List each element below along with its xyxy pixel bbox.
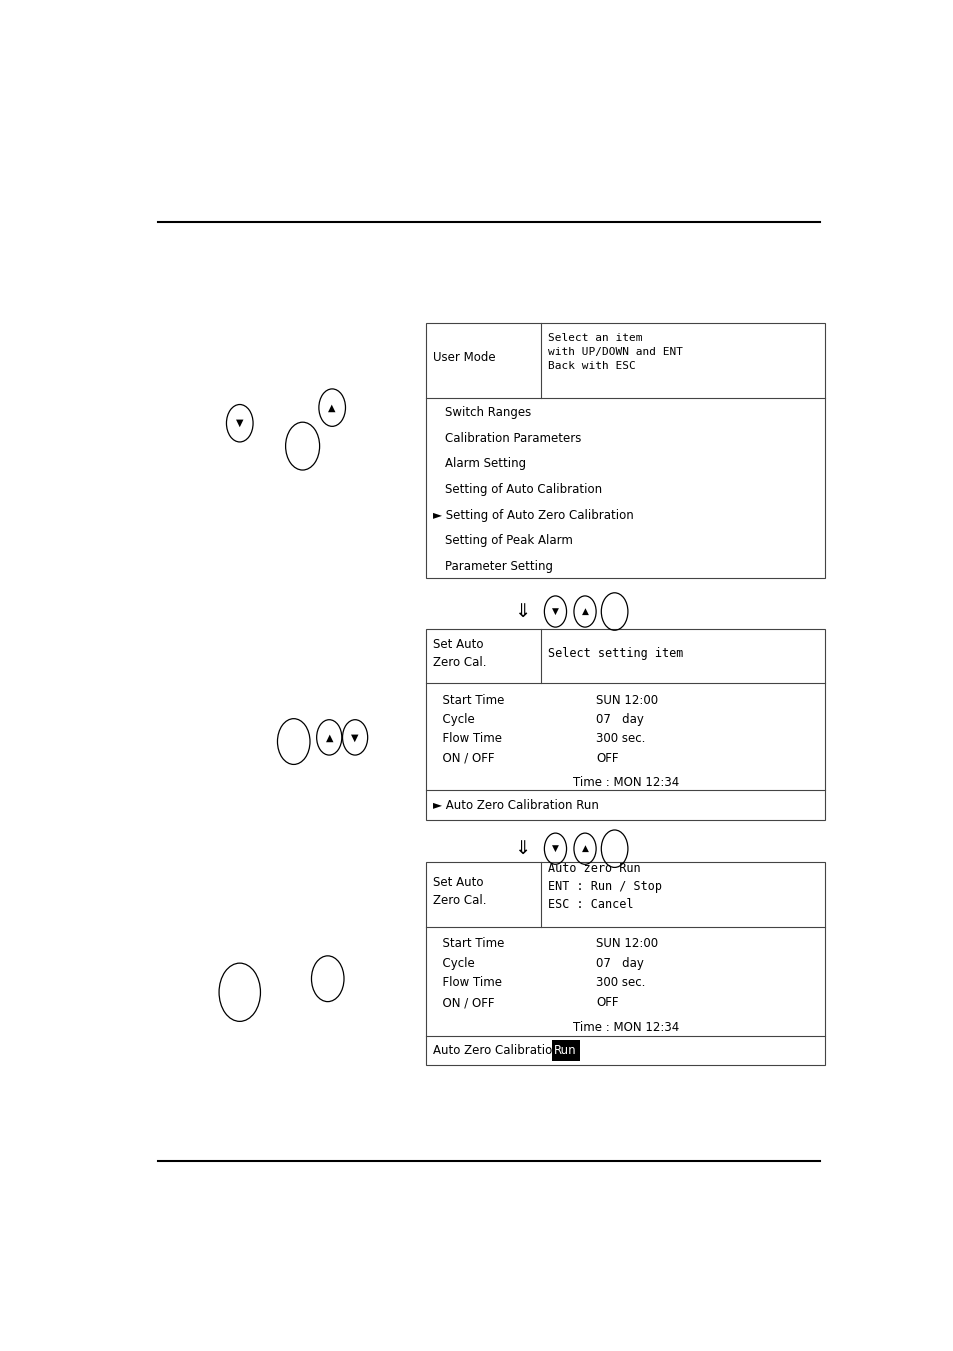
Text: Switch Ranges: Switch Ranges [444, 405, 530, 419]
Text: ON / OFF: ON / OFF [435, 751, 494, 765]
Text: Flow Time: Flow Time [435, 977, 501, 989]
Text: Setting of Auto Calibration: Setting of Auto Calibration [444, 484, 601, 496]
Text: ▲: ▲ [581, 607, 588, 616]
Text: 300 sec.: 300 sec. [596, 732, 645, 746]
Text: User Mode: User Mode [433, 350, 496, 363]
Text: ▼: ▼ [351, 732, 358, 743]
Text: ▼: ▼ [552, 844, 558, 854]
Text: ▼: ▼ [235, 419, 243, 428]
Text: Start Time: Start Time [435, 938, 504, 950]
Text: Time : MON 12:34: Time : MON 12:34 [572, 775, 679, 789]
Text: Cycle: Cycle [435, 713, 475, 725]
Text: 07   day: 07 day [596, 713, 643, 725]
Text: Set Auto
Zero Cal.: Set Auto Zero Cal. [433, 875, 486, 907]
Text: Cycle: Cycle [435, 957, 475, 970]
Text: OFF: OFF [596, 751, 618, 765]
Text: Time : MON 12:34: Time : MON 12:34 [572, 1021, 679, 1034]
Text: Flow Time: Flow Time [435, 732, 501, 746]
Text: 07   day: 07 day [596, 957, 643, 970]
Text: ► Auto Zero Calibration Run: ► Auto Zero Calibration Run [433, 798, 598, 812]
Text: ⇓: ⇓ [514, 603, 530, 621]
Text: Calibration Parameters: Calibration Parameters [444, 431, 580, 444]
Text: Select an item
with UP/DOWN and ENT
Back with ESC: Select an item with UP/DOWN and ENT Back… [547, 332, 682, 370]
Text: SUN 12:00: SUN 12:00 [596, 693, 658, 707]
Text: Parameter Setting: Parameter Setting [444, 561, 552, 573]
Bar [426, 630, 824, 820]
Text: ▲: ▲ [581, 844, 588, 854]
Text: Alarm Setting: Alarm Setting [444, 458, 525, 470]
Text: ► Setting of Auto Zero Calibration: ► Setting of Auto Zero Calibration [433, 509, 634, 521]
Text: Set Auto
Zero Cal.: Set Auto Zero Cal. [433, 638, 486, 669]
Text: SUN 12:00: SUN 12:00 [596, 938, 658, 950]
Text: Start Time: Start Time [435, 693, 504, 707]
Text: ON / OFF: ON / OFF [435, 996, 494, 1009]
Text: Select setting item: Select setting item [547, 647, 682, 661]
Text: Auto zero Run
ENT : Run / Stop
ESC : Cancel: Auto zero Run ENT : Run / Stop ESC : Can… [547, 862, 661, 911]
Text: Setting of Peak Alarm: Setting of Peak Alarm [444, 535, 572, 547]
Text: ⇓: ⇓ [514, 839, 530, 858]
Text: ▲: ▲ [328, 403, 335, 412]
Text: Auto Zero Calibration: Auto Zero Calibration [433, 1044, 563, 1056]
Text: ▲: ▲ [325, 732, 333, 743]
Text: 300 sec.: 300 sec. [596, 977, 645, 989]
Text: ▼: ▼ [552, 607, 558, 616]
Bar [551, 1040, 579, 1061]
Bar [426, 323, 824, 578]
Text: Run: Run [553, 1044, 576, 1056]
Text: OFF: OFF [596, 996, 618, 1009]
Bar [426, 862, 824, 1065]
